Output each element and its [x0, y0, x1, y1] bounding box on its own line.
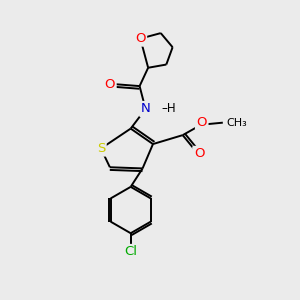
Text: O: O	[194, 147, 204, 161]
Text: O: O	[135, 32, 146, 45]
Text: O: O	[105, 77, 115, 91]
Text: Cl: Cl	[124, 245, 137, 258]
Text: N: N	[141, 103, 150, 116]
Text: O: O	[196, 116, 207, 129]
Text: –H: –H	[161, 103, 176, 116]
Text: CH₃: CH₃	[226, 118, 247, 128]
Text: S: S	[97, 142, 105, 155]
